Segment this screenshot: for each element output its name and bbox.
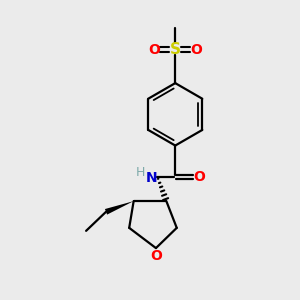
Text: O: O <box>148 43 160 56</box>
Text: S: S <box>170 42 181 57</box>
Text: O: O <box>151 248 163 262</box>
Text: H: H <box>136 167 145 179</box>
Polygon shape <box>105 201 134 214</box>
Text: N: N <box>146 171 157 184</box>
Text: O: O <box>191 43 203 56</box>
Text: O: O <box>193 170 205 184</box>
